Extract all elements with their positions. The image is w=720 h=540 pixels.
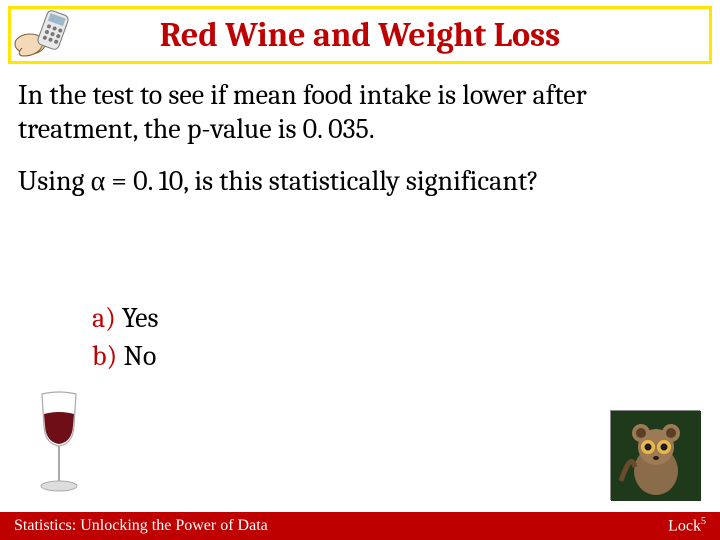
option-a[interactable]: a) Yes <box>92 300 159 338</box>
footer-bar: Statistics: Unlocking the Power of Data … <box>0 512 720 540</box>
option-a-label: a) <box>92 302 116 334</box>
option-a-text: Yes <box>122 302 158 334</box>
slide-title: Red Wine and Weight Loss <box>160 15 561 55</box>
option-b-label: b) <box>92 340 117 372</box>
footer-brand-sup: 5 <box>701 516 706 527</box>
lemur-photo-icon <box>610 410 700 500</box>
footer-brand-base: Lock <box>668 518 701 535</box>
answer-options: a) Yes b) No <box>92 300 159 376</box>
option-b[interactable]: b) No <box>92 338 159 376</box>
option-b-text: No <box>123 340 156 372</box>
clicker-icon <box>12 8 74 58</box>
slide: Red Wine and Weight Loss In the test to … <box>0 0 720 540</box>
body-text: In the test to see if mean food intake i… <box>18 78 702 216</box>
footer-brand: Lock5 <box>668 516 706 535</box>
wine-glass-icon <box>28 386 90 496</box>
title-box: Red Wine and Weight Loss <box>8 6 712 64</box>
paragraph-1: In the test to see if mean food intake i… <box>18 78 702 146</box>
footer-left: Statistics: Unlocking the Power of Data <box>14 517 268 535</box>
paragraph-2: Using α = 0. 10, is this statistically s… <box>18 164 702 198</box>
